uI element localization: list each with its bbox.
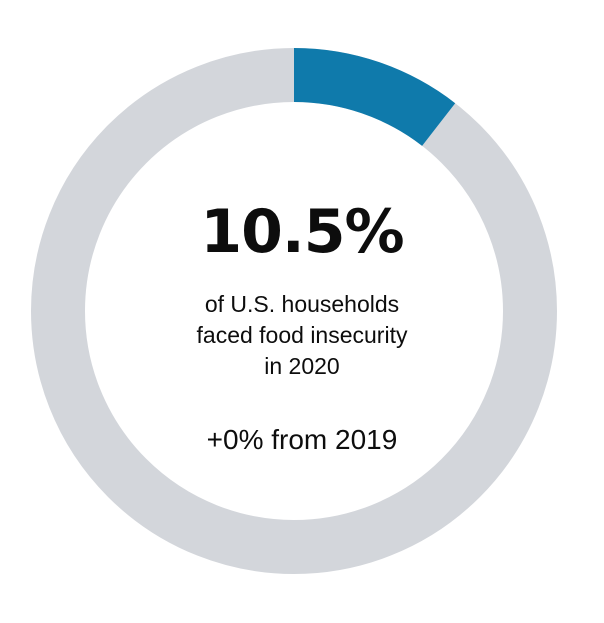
caption-line-2: faced food insecurity [196,322,408,348]
caption-line-1: of U.S. households [204,291,400,317]
donut-value-segment [293,48,456,147]
caption-line-3: in 2020 [264,353,340,379]
caption: of U.S. households faced food insecurity… [0,289,604,382]
percentage-value: 10.5% [200,197,404,267]
change-from-previous-year: +0% from 2019 [206,424,398,455]
